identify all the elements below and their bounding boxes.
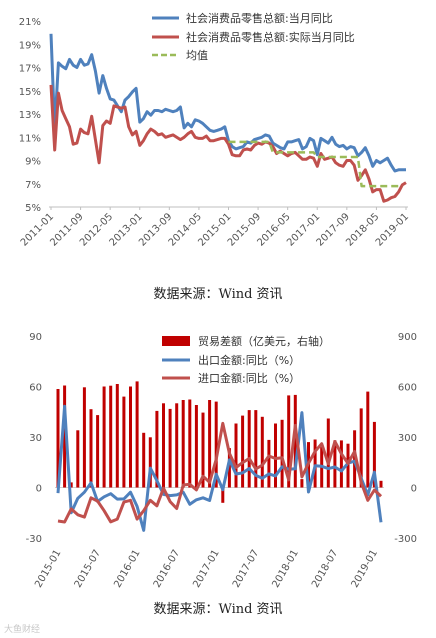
trade-balance-bar xyxy=(234,423,238,488)
y-tick-label: 21% xyxy=(19,17,41,28)
series-line-0 xyxy=(56,404,383,532)
y-tick-label: 7% xyxy=(25,180,41,191)
trade-balance-bar xyxy=(115,384,119,488)
trade-balance-bar xyxy=(339,440,343,488)
y-tick-label: 9% xyxy=(25,157,41,168)
trade-balance-bar xyxy=(155,410,159,488)
x-tick-label: 2017-07 xyxy=(231,548,261,590)
trade-balance-bar xyxy=(274,423,277,488)
y-tick-label: 17% xyxy=(19,64,41,75)
trade-balance-bar xyxy=(260,416,264,488)
trade-balance-bar xyxy=(168,408,172,488)
trade-balance-bar xyxy=(208,400,212,488)
trade-balance-bar xyxy=(148,437,152,488)
trade-balance-bar xyxy=(267,439,271,488)
trade-balance-bar xyxy=(326,418,330,488)
right-y-tick-label: -300 xyxy=(394,534,417,545)
trade-balance-bar xyxy=(82,387,86,488)
legend-label: 社会消费品零售总额:实际当月同比 xyxy=(186,30,355,44)
trade-balance-bar xyxy=(194,405,198,488)
trade-balance-bar xyxy=(69,482,73,488)
trade-balance-bar xyxy=(379,480,383,488)
trade-balance-bar xyxy=(254,410,258,488)
trade-balance-bar xyxy=(372,421,376,488)
x-tick-label: 2016-01 xyxy=(112,548,142,590)
trade-balance-bar xyxy=(63,385,67,488)
trade-balance-bar xyxy=(287,395,291,488)
trade-balance-bar xyxy=(333,440,337,488)
legend-label: 出口金额:同比（%） xyxy=(198,353,300,367)
x-tick-label: 2018-07 xyxy=(310,548,340,590)
y-tick-label: 11% xyxy=(19,133,41,144)
series-line-0 xyxy=(49,33,406,173)
trade-balance-bar xyxy=(122,396,126,488)
right-y-tick-label: 600 xyxy=(398,383,417,394)
legend-label: 进口金额:同比（%） xyxy=(198,371,300,385)
trade-balance-bar xyxy=(293,394,297,488)
left-y-tick-label: -30 xyxy=(26,534,42,545)
y-tick-label: 15% xyxy=(19,87,41,98)
watermark: 大鱼财经 xyxy=(4,625,41,635)
x-tick-label: 2015-07 xyxy=(73,548,103,590)
x-tick-label: 2015-01 xyxy=(33,548,63,590)
trade-balance-bar xyxy=(300,479,304,488)
x-tick-label: 2019-01 xyxy=(374,211,411,248)
left-y-tick-label: 30 xyxy=(29,433,42,444)
trade-balance-bar xyxy=(359,408,363,488)
legend-label: 均值 xyxy=(186,49,208,62)
x-tick-label: 2017-01 xyxy=(191,548,221,590)
right-y-tick-label: 300 xyxy=(398,433,417,444)
trade-balance-bar xyxy=(247,410,251,488)
trade-balance-bar xyxy=(201,412,205,488)
trade-balance-bar xyxy=(353,430,357,488)
trade-balance-bar xyxy=(227,448,231,488)
legend-label: 社会消费品零售总额:当月同比 xyxy=(186,11,333,25)
trade-balance-bar xyxy=(188,399,192,488)
right-y-tick-label: 0 xyxy=(411,484,417,495)
x-tick-label: 2016-07 xyxy=(152,548,182,590)
trade-balance-bar xyxy=(56,389,60,488)
trade-balance-bar xyxy=(313,439,317,488)
trade-balance-bar xyxy=(280,419,284,488)
y-tick-label: 5% xyxy=(25,203,41,214)
retail-sales-chart: 5%7%9%11%13%15%17%19%21%2011-012011-0920… xyxy=(19,11,411,249)
trade-balance-bar xyxy=(96,415,100,488)
series-line-1 xyxy=(49,84,407,203)
trade-balance-bar xyxy=(241,415,245,488)
trade-balance-bar xyxy=(221,487,225,503)
source-label-top: 数据来源：Wind 资讯 xyxy=(153,287,283,302)
trade-balance-bar xyxy=(102,386,106,488)
trade-balance-bar xyxy=(89,409,93,488)
trade-balance-bar xyxy=(135,381,139,488)
trade-balance-bar xyxy=(366,391,370,488)
right-y-tick-label: 900 xyxy=(398,332,417,343)
legend-label: 贸易差额（亿美元，右轴） xyxy=(198,334,330,348)
left-y-tick-label: 60 xyxy=(29,383,42,394)
x-tick-label: 2018-01 xyxy=(270,548,300,590)
trade-balance-bar xyxy=(142,432,146,488)
trade-balance-bar xyxy=(346,443,350,488)
series-line-1 xyxy=(57,421,383,524)
x-tick-label: 2019-01 xyxy=(350,548,380,590)
y-tick-label: 19% xyxy=(19,40,41,51)
legend-swatch-bar xyxy=(162,336,190,346)
trade-balance-bar xyxy=(162,403,165,488)
left-y-tick-label: 90 xyxy=(29,332,42,343)
trade-balance-bar xyxy=(175,403,179,488)
trade-balance-bar xyxy=(214,401,218,488)
series-line-2 xyxy=(228,140,403,188)
trade-balance-bar xyxy=(76,430,80,488)
trade-balance-bar xyxy=(181,400,185,488)
trade-balance-bar xyxy=(109,385,113,488)
y-tick-label: 13% xyxy=(19,110,41,121)
left-y-tick-label: 0 xyxy=(36,484,42,495)
trade-balance-bar xyxy=(129,386,132,488)
source-label-bottom: 数据来源：Wind 资讯 xyxy=(153,602,283,617)
